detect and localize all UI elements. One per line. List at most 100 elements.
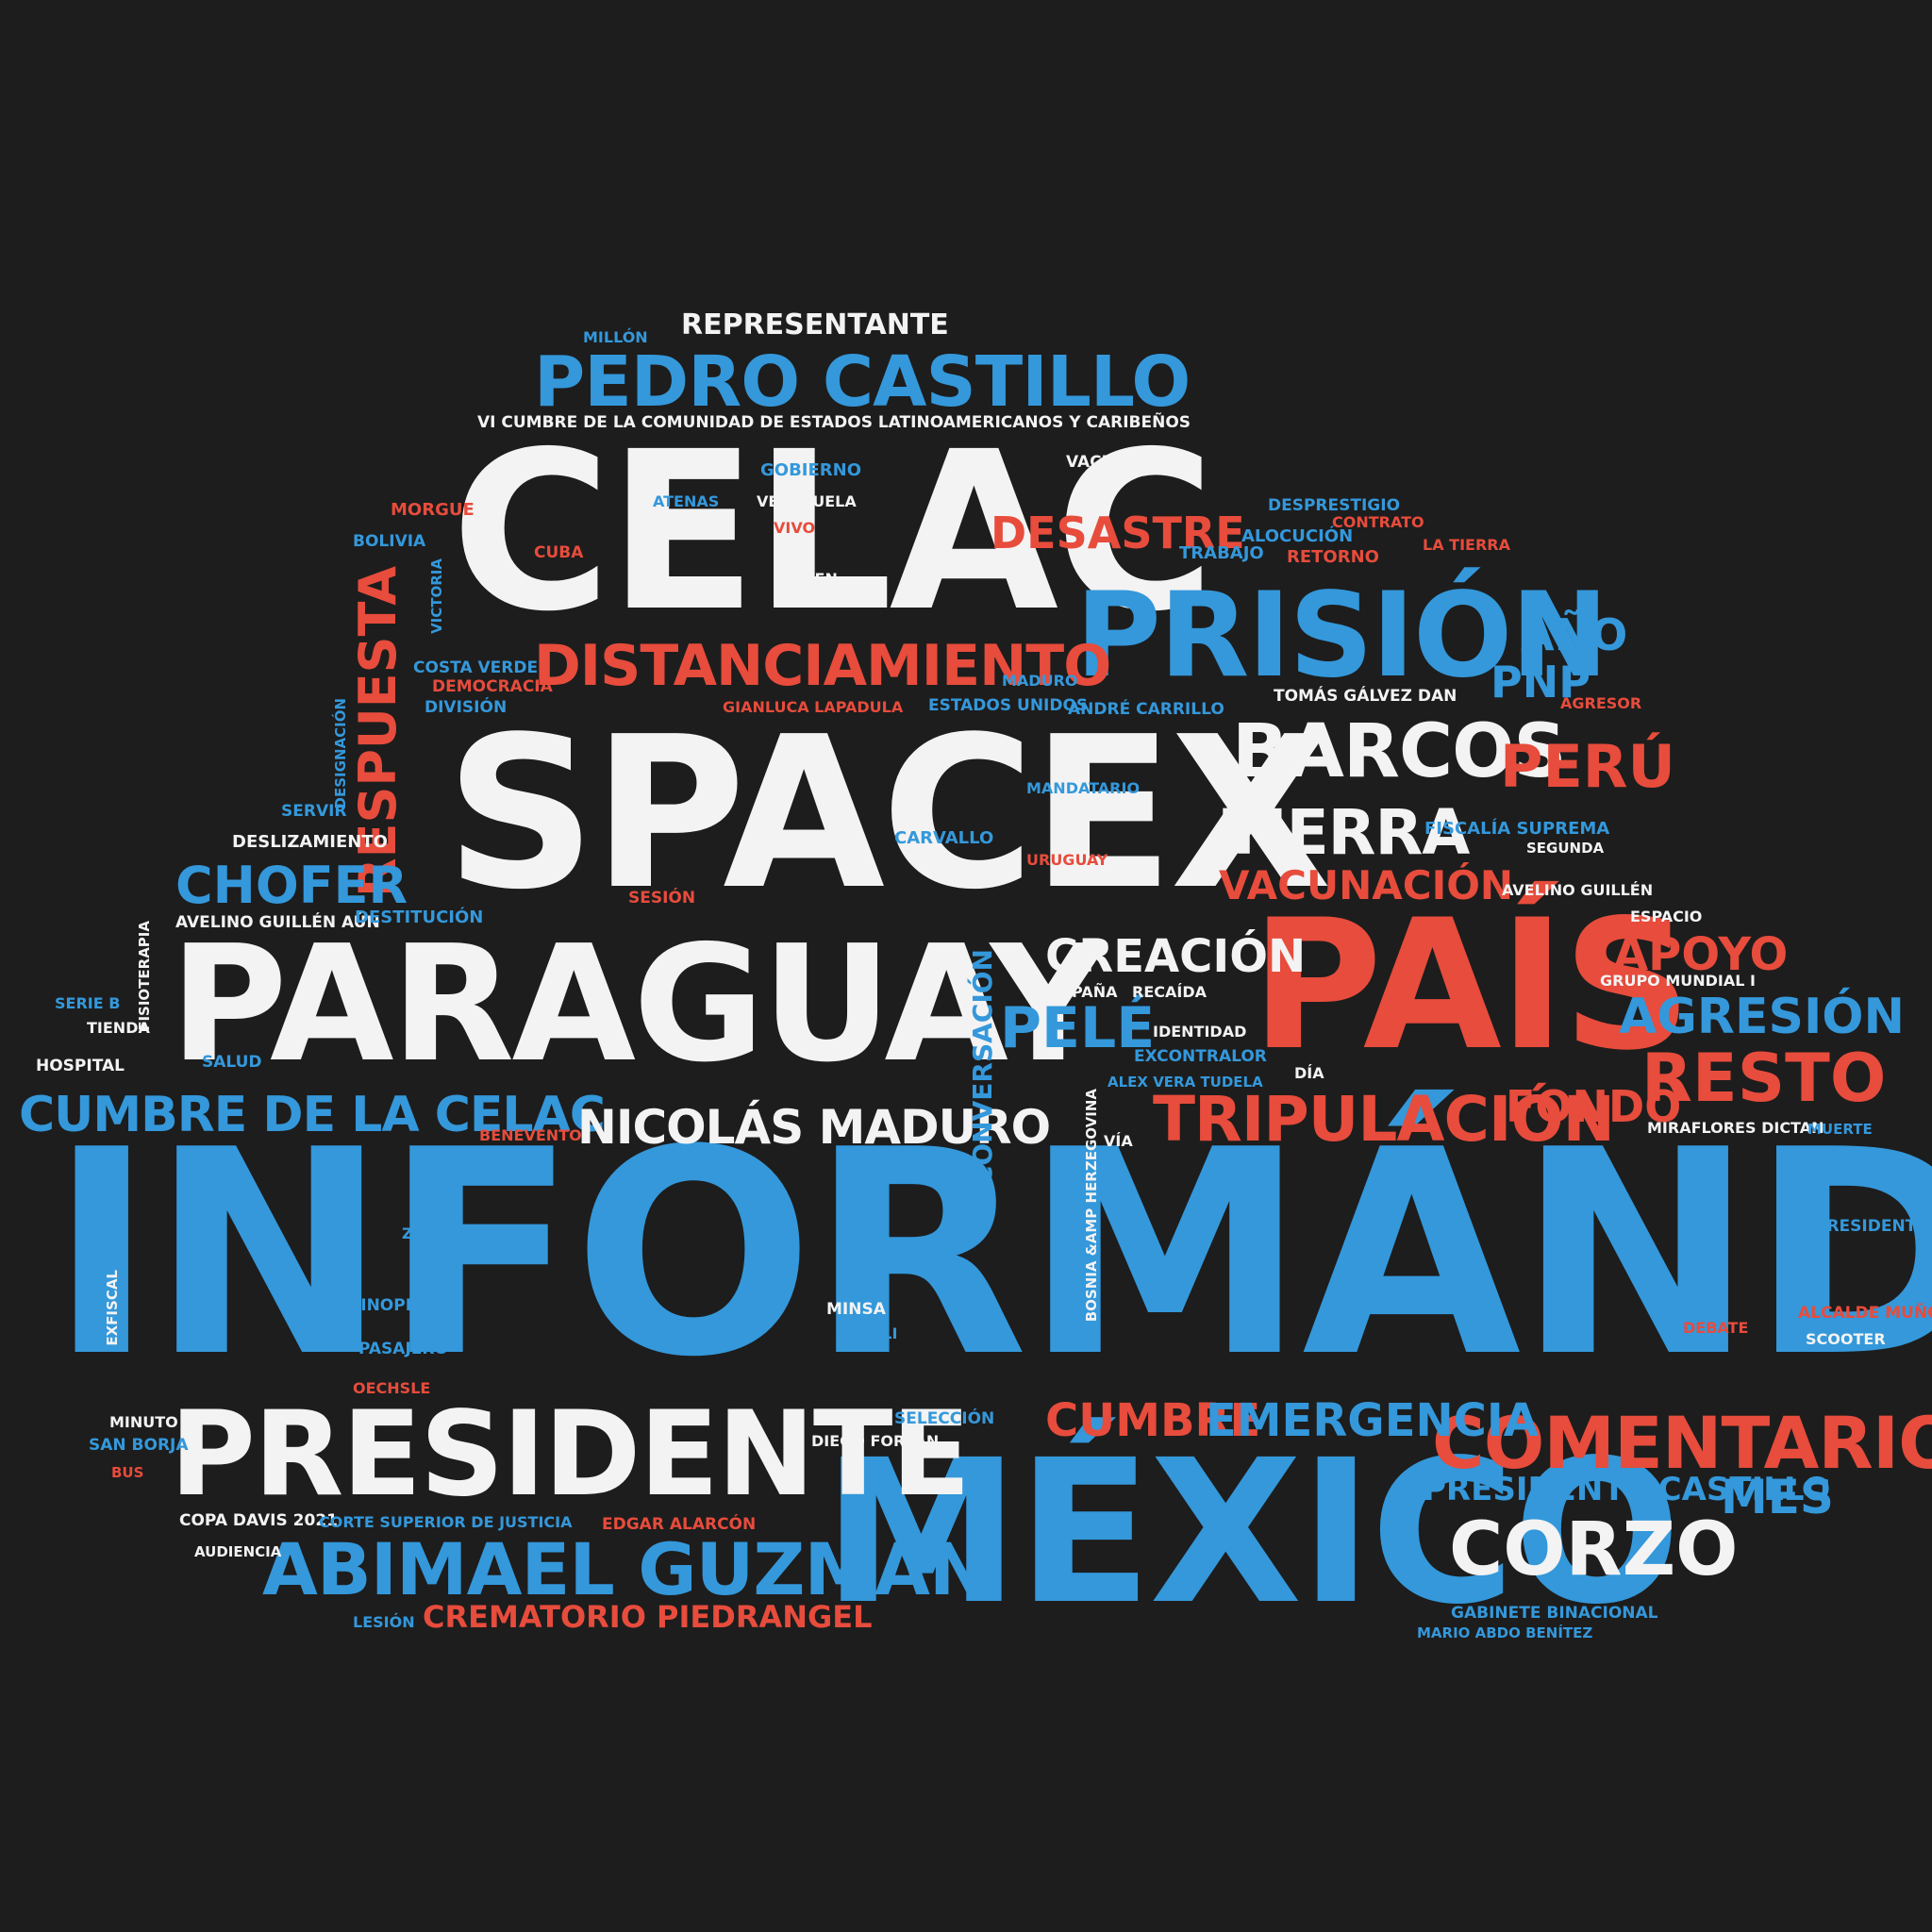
- word-seleccion: SELECCIÓN: [894, 1409, 995, 1428]
- word-avelino-guillen-aun: AVELINO GUILLÉN AÚN: [175, 913, 380, 932]
- word-desastre: DESASTRE: [991, 508, 1245, 558]
- word-pais: PAÍS: [1251, 881, 1691, 1090]
- word-prision: PRISIÓN: [1075, 568, 1608, 704]
- word-pele: PELÉ: [1000, 995, 1156, 1061]
- word-alocucion: ALOCUCIÓN: [1241, 526, 1354, 546]
- word-debate: DEBATE: [1683, 1319, 1749, 1337]
- word-creacion: CREACIÓN: [1045, 930, 1307, 983]
- word-la-tierra: LA TIERRA: [1423, 536, 1510, 554]
- word-gabinete-binacional: GABINETE BINACIONAL: [1451, 1604, 1658, 1623]
- word-division: DIVISIÓN: [425, 698, 508, 717]
- word-tomas-galvez-dan: TOMÁS GÁLVEZ DAN: [1274, 687, 1457, 706]
- word-trabajo: TRABAJO: [1179, 543, 1264, 563]
- word-copa-davis-2021: COPA DAVIS 2021: [179, 1511, 338, 1530]
- word-representante: REPRESENTANTE: [681, 308, 949, 341]
- word-exfiscal: EXFISCAL: [104, 1270, 121, 1346]
- word-tienda: TIENDA: [87, 1019, 150, 1037]
- word-agresion: AGRESIÓN: [1619, 989, 1906, 1045]
- word-segunda: SEGUNDA: [1526, 840, 1605, 857]
- word-presidente-castillo: PRESIDENTE CASTILLO: [1423, 1471, 1831, 1508]
- word-fondo: FONDO: [1506, 1081, 1682, 1132]
- word-destitucion: DESTITUCIÓN: [355, 908, 484, 927]
- word-designacion: DESIGNACIÓN: [332, 698, 349, 809]
- word-uruguay: URUGUAY: [1026, 851, 1108, 869]
- word-sinopharm: SINOPHARM: [349, 1296, 460, 1315]
- word-vacunacion: VACUNACIÓN: [1219, 862, 1514, 908]
- word-espacio: ESPACIO: [1630, 908, 1703, 925]
- word-carvallo: CARVALLO: [894, 828, 994, 848]
- word-cumbre-de-la-celac: CUMBRE DE LA CELAC: [19, 1087, 606, 1143]
- word-dia: DÍA: [1294, 1064, 1324, 1082]
- word-scooter: SCOOTER: [1806, 1330, 1886, 1348]
- word-tripulacion: TRIPULACIÓN: [1153, 1083, 1615, 1156]
- word-minuto: MINUTO: [109, 1413, 178, 1431]
- word-atenas: ATENAS: [653, 492, 720, 510]
- word-corzo: CORZO: [1449, 1507, 1739, 1592]
- word-apoyo: APOYO: [1613, 928, 1789, 981]
- word-diego-forlan: DIEGO FORLÁN: [811, 1432, 940, 1450]
- word-desprestigio: DESPRESTIGIO: [1268, 496, 1401, 515]
- word-cumbre: CUMBRE: [1045, 1394, 1261, 1447]
- word-spacex: SPACEX: [445, 692, 1332, 936]
- word-vi-cumbre: VI CUMBRE DE LA COMUNIDAD DE ESTADOS LAT…: [477, 413, 1191, 432]
- word-victoria: VICTORIA: [428, 558, 445, 634]
- word-pasajero: PASAJERO: [358, 1340, 448, 1358]
- word-mexico: MÉXICO: [823, 1417, 1681, 1648]
- word-miraflores-dictan: MIRAFLORES DICTAN: [1647, 1119, 1824, 1137]
- word-vivo: VIVO: [774, 519, 816, 537]
- word-mes: MES: [1721, 1470, 1834, 1524]
- word-alcalde-munoz: ALCALDE MUÑOZ: [1798, 1304, 1932, 1323]
- word-bus: BUS: [111, 1464, 144, 1481]
- word-ano: AÑO: [1521, 609, 1628, 660]
- word-hospital: HOSPITAL: [36, 1057, 125, 1075]
- word-recaida: RECAÍDA: [1132, 983, 1207, 1001]
- word-celac: CELAC: [451, 405, 1215, 659]
- word-nicolas-maduro: NICOLÁS MADURO: [577, 1100, 1051, 1155]
- word-joven: JOVEN: [785, 570, 838, 588]
- word-edgar-alarcon: EDGAR ALARCÓN: [602, 1515, 757, 1534]
- word-president: PRESIDENT: [1815, 1217, 1917, 1236]
- word-gobierno: GOBIERNO: [760, 460, 862, 480]
- word-fiscalia-suprema: FISCALÍA SUPREMA: [1424, 819, 1610, 839]
- word-san-borja: SAN BORJA: [89, 1436, 189, 1455]
- word-fisioterapia: FISIOTERAPIA: [136, 921, 153, 1031]
- word-grupo-mundial-i: GRUPO MUNDIAL I: [1600, 972, 1756, 990]
- word-mario-abdo-benitez: MARIO ABDO BENÍTEZ: [1417, 1624, 1593, 1641]
- word-bolivia: BOLIVIA: [353, 532, 426, 551]
- word-salud: SALUD: [202, 1053, 262, 1072]
- word-millon: MILLÓN: [583, 328, 648, 346]
- word-democracia: DEMOCRACIA: [432, 677, 553, 696]
- word-via: VÍA: [1104, 1132, 1133, 1150]
- word-peru: PERÚ: [1500, 732, 1675, 801]
- word-gianluca-lapadula: GIANLUCA LAPADULA: [723, 698, 904, 716]
- word-abimael-guzman: ABIMAEL GUZMÁN: [262, 1527, 990, 1611]
- word-paraguay: PARAGUAY: [170, 911, 1107, 1098]
- word-comentario: COMENTARIO: [1432, 1401, 1932, 1485]
- word-emergencia: EMERGENCIA: [1206, 1394, 1539, 1447]
- word-crematorio-piedrangel: CREMATORIO PIEDRANGEL: [423, 1599, 873, 1635]
- word-lesion: LESIÓN: [353, 1613, 415, 1631]
- word-corte-superior: CORTE SUPERIOR DE JUSTICIA: [319, 1513, 573, 1531]
- word-muerte: MUERTE: [1807, 1121, 1873, 1138]
- word-barcos: BARCOS: [1232, 709, 1567, 794]
- word-benevento: BENEVENTO: [479, 1126, 582, 1144]
- word-andre-carrillo: ANDRÉ CARRILLO: [1068, 700, 1224, 719]
- word-oechsle: OECHSLE: [353, 1379, 431, 1397]
- word-agresor: AGRESOR: [1560, 694, 1642, 712]
- word-serie-b: SERIE B: [55, 994, 121, 1012]
- word-vacuna: VACUNA: [1066, 453, 1141, 472]
- word-morgue: MORGUE: [391, 500, 475, 520]
- word-identidad: IDENTIDAD: [1153, 1023, 1247, 1041]
- word-resto: RESTO: [1641, 1040, 1887, 1117]
- word-cuba: CUBA: [534, 543, 584, 562]
- word-presidente: PRESIDENTE: [170, 1387, 971, 1523]
- word-pedro-castillo: PEDRO CASTILLO: [534, 341, 1191, 423]
- word-avelino-guillen: AVELINO GUILLÉN: [1502, 881, 1654, 899]
- word-pnp: PNP: [1491, 657, 1591, 708]
- word-ascoli: ASCOLI: [836, 1324, 898, 1342]
- word-servir: SERVIR: [281, 802, 347, 821]
- word-alex-vera-tudela: ALEX VERA TUDELA: [1108, 1074, 1263, 1091]
- word-costa-verde: COSTA VERDE: [413, 658, 539, 677]
- word-maduro: MADURO: [1002, 672, 1078, 690]
